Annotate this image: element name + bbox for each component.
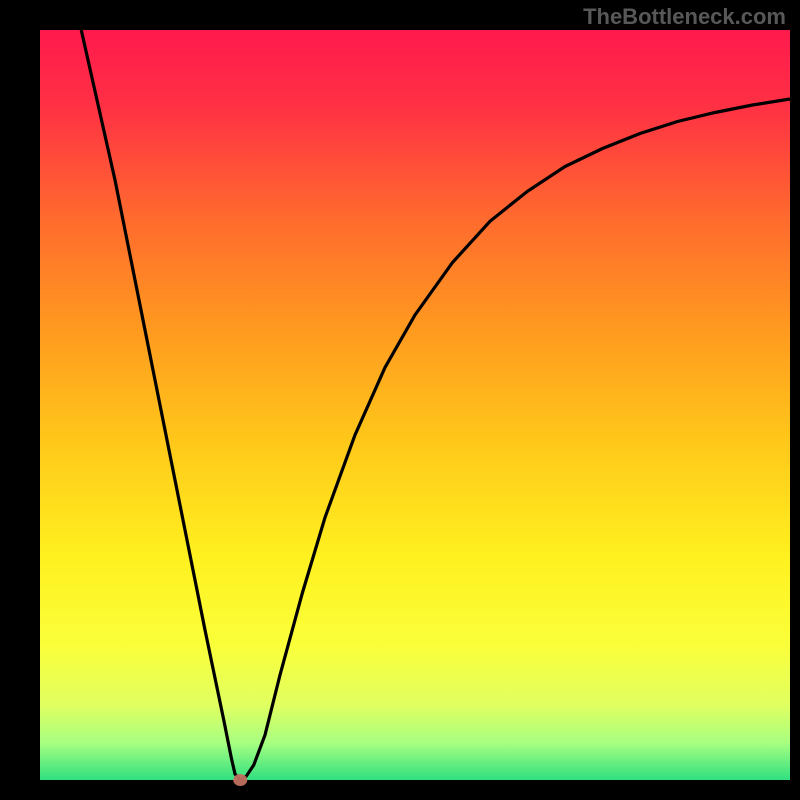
chart-svg xyxy=(0,0,800,800)
watermark-text: TheBottleneck.com xyxy=(583,4,786,30)
minimum-marker xyxy=(233,774,247,786)
plot-background xyxy=(40,30,790,780)
chart-container: TheBottleneck.com xyxy=(0,0,800,800)
